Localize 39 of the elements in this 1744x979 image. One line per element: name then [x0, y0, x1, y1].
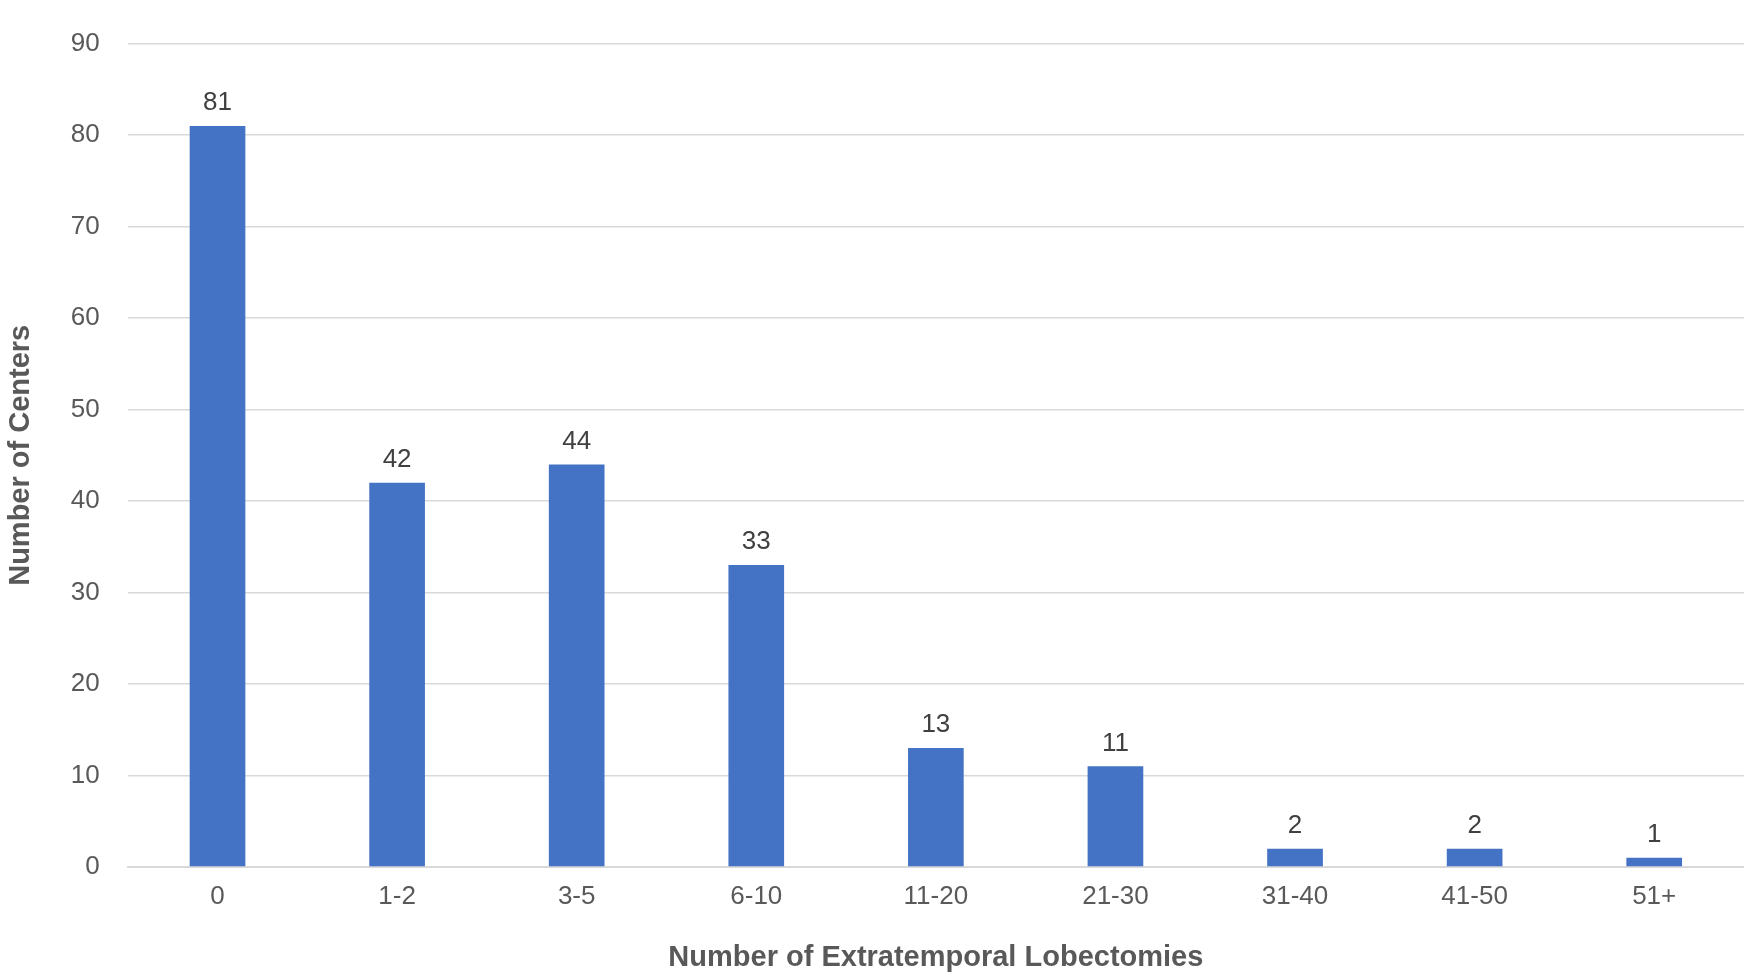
x-tick-label: 3-5	[557, 879, 596, 910]
bar	[728, 565, 785, 867]
bar	[1087, 766, 1144, 867]
x-tick-label: 1-2	[378, 879, 416, 910]
data-label: 1	[1646, 818, 1662, 849]
x-tick-label: 51+	[1632, 879, 1677, 910]
data-label: 11	[1101, 726, 1129, 757]
x-tick-label: 21-30	[1082, 879, 1149, 910]
bar	[1626, 857, 1683, 867]
y-axis-title: Number of Centers	[3, 324, 36, 586]
y-tick-label: 20	[70, 667, 100, 698]
y-tick-label: 30	[70, 575, 100, 606]
bar	[369, 482, 425, 867]
data-label: 81	[203, 86, 232, 117]
x-tick-label: 41-50	[1441, 879, 1508, 910]
data-label: 13	[921, 708, 951, 739]
x-axis-title: Number of Extratemporal Lobectomies	[668, 939, 1204, 972]
y-tick-label: 0	[85, 850, 100, 881]
data-label: 44	[562, 424, 592, 455]
y-tick-label: 70	[70, 209, 100, 240]
x-tick-label: 6-10	[730, 879, 783, 910]
x-tick-label: 0	[210, 879, 225, 910]
bar	[189, 125, 246, 867]
bar	[1446, 848, 1503, 867]
bar	[1267, 848, 1323, 867]
y-tick-label: 80	[70, 118, 100, 149]
y-tick-label: 60	[70, 301, 100, 332]
x-tick-label: 31-40	[1261, 879, 1329, 910]
data-label: 33	[741, 525, 771, 556]
y-tick-label: 50	[70, 392, 100, 423]
bar	[908, 748, 964, 867]
data-label: 42	[382, 442, 412, 473]
data-label: 2	[1467, 808, 1482, 839]
x-tick-label: 11-20	[903, 879, 969, 910]
data-label: 2	[1287, 808, 1303, 839]
y-tick-label: 90	[70, 26, 100, 57]
y-tick-label: 40	[70, 484, 100, 515]
bar	[548, 464, 605, 867]
y-tick-label: 10	[70, 758, 100, 789]
